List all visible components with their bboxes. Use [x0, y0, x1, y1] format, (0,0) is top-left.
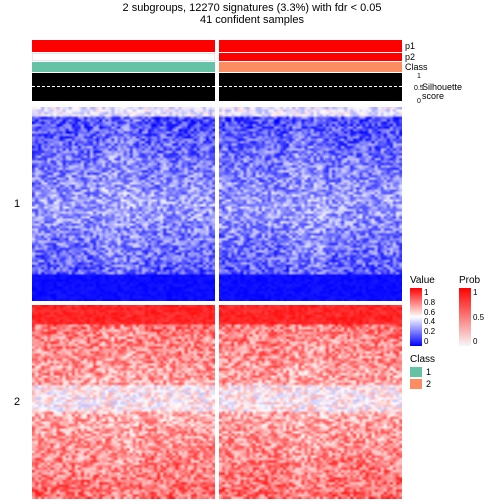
class-label: 2: [426, 379, 431, 389]
label-p2: p2: [405, 52, 415, 62]
legend-class: Class 1 2: [410, 354, 502, 389]
value-tick: 1: [424, 288, 435, 297]
legend-class-item: 1: [410, 367, 502, 377]
class-label: 1: [426, 367, 431, 377]
legend-value-gradient: [410, 288, 422, 346]
legends: Value 1 0.8 0.6 0.4 0.2 0 Prob: [410, 275, 502, 391]
title-line-1: 2 subgroups, 12270 signatures (3.3%) wit…: [0, 2, 504, 14]
label-silhouette-2: score: [422, 91, 444, 101]
legend-prob-ticks: 1 0.5 0: [473, 288, 484, 346]
silhouette-cell: [32, 73, 215, 101]
annotation-track: [32, 53, 402, 61]
silhouette-cell: [219, 73, 402, 101]
legend-class-title: Class: [410, 354, 502, 365]
class-swatch-1: [410, 367, 422, 377]
annotation-track: [32, 40, 402, 52]
title-block: 2 subgroups, 12270 signatures (3.3%) wit…: [0, 2, 504, 26]
prob-tick: 0.5: [473, 313, 484, 322]
legend-value: Value 1 0.8 0.6 0.4 0.2 0: [410, 275, 453, 354]
prob-tick: 0: [473, 337, 484, 346]
annotation-cell: [219, 62, 402, 72]
annotation-cell: [32, 40, 215, 52]
legend-class-item: 2: [410, 379, 502, 389]
heatmap-panel: [32, 305, 215, 499]
legend-prob: Prob 1 0.5 0: [459, 275, 502, 354]
annotation-cell: [219, 53, 402, 61]
prob-tick: 1: [473, 288, 484, 297]
row-group-label: 2: [14, 396, 20, 408]
label-class: Class: [405, 62, 428, 72]
class-swatch-2: [410, 379, 422, 389]
legend-value-title: Value: [410, 275, 453, 286]
heatmap-panel: [219, 107, 402, 301]
heatmap-row-group: [32, 107, 402, 301]
plot-area: [32, 40, 402, 500]
value-tick: 0.6: [424, 308, 435, 317]
silhouette-track: [32, 73, 402, 101]
value-tick: 0.2: [424, 327, 435, 336]
sil-tick-1: 1: [417, 73, 421, 80]
label-p1: p1: [405, 41, 415, 51]
heatmap-panel: [32, 107, 215, 301]
heatmap-row-group: [32, 305, 402, 499]
annotation-cell: [32, 62, 215, 72]
legend-value-ticks: 1 0.8 0.6 0.4 0.2 0: [424, 288, 435, 346]
legend-prob-title: Prob: [459, 275, 502, 286]
legend-prob-gradient: [459, 288, 471, 346]
sil-tick-0: 0: [417, 98, 421, 105]
value-tick: 0.8: [424, 298, 435, 307]
annotation-cell: [32, 53, 215, 61]
row-group-label: 1: [14, 198, 20, 210]
value-tick: 0: [424, 337, 435, 346]
heatmap-panel: [219, 305, 402, 499]
annotation-track: [32, 62, 402, 72]
value-tick: 0.4: [424, 317, 435, 326]
title-line-2: 41 confident samples: [0, 14, 504, 26]
annotation-cell: [219, 40, 402, 52]
